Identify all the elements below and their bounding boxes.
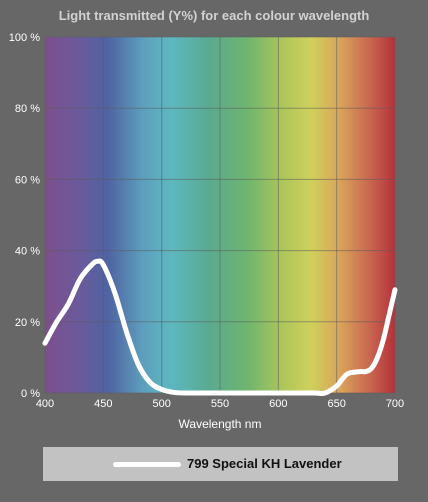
series-layer (42, 258, 398, 397)
legend-swatch (113, 462, 181, 467)
y-tick-label: 40 % (15, 246, 40, 258)
x-tick-label: 400 (36, 398, 54, 410)
legend-label: 799 Special KH Lavender (187, 456, 342, 471)
transmission-line (42, 258, 398, 397)
x-tick-label: 550 (211, 398, 229, 410)
x-axis-label: Wavelength nm (179, 417, 262, 431)
x-tick-label: 600 (269, 398, 287, 410)
x-tick-label: 450 (94, 398, 112, 410)
legend: 799 Special KH Lavender (43, 447, 398, 481)
y-tick-label: 0 % (21, 388, 40, 400)
x-tick-label: 500 (152, 398, 170, 410)
y-tick-label: 60 % (15, 174, 40, 186)
y-tick-label: 100 % (9, 32, 40, 44)
y-axis-ticks: 0 % 20 % 40 % 60 % 80 % 100 % (9, 32, 40, 400)
y-tick-label: 20 % (15, 317, 40, 329)
x-tick-label: 700 (386, 398, 404, 410)
chart-title: Light transmitted (Y%) for each colour w… (58, 8, 370, 23)
x-tick-label: 650 (327, 398, 345, 410)
x-axis-ticks: 400 450 500 550 600 650 700 (36, 398, 404, 410)
y-tick-label: 80 % (15, 103, 40, 115)
